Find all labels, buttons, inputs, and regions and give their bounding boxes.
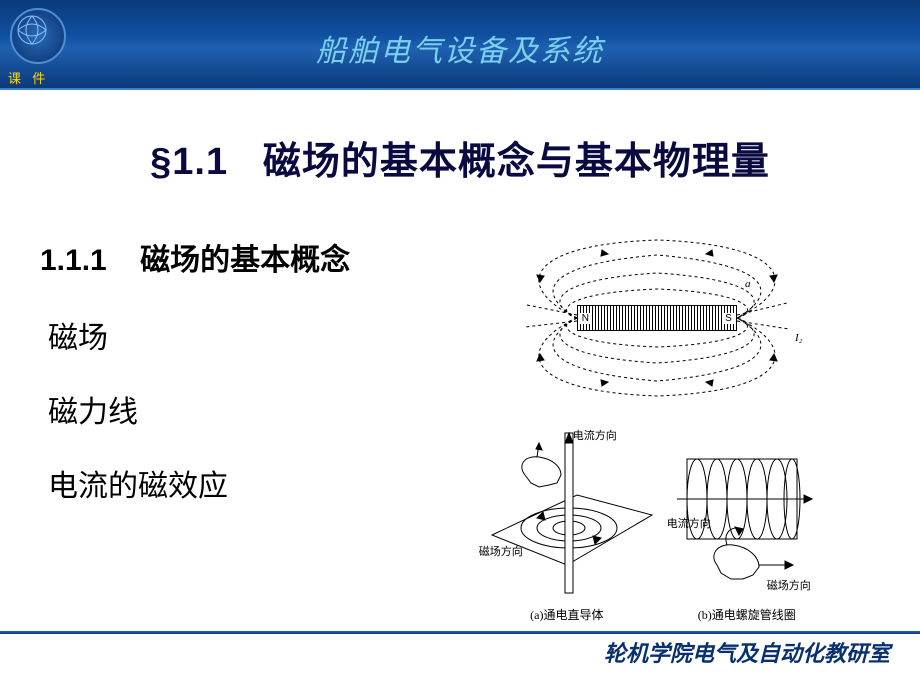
header-title: 船舶电气设备及系统 [316,26,604,70]
institution-logo [10,8,66,64]
label-a: a [745,278,751,290]
section-heading: 磁场的基本概念与基本物理量 [263,141,770,183]
subsection-title: 1.1.1 磁场的基本概念 [40,235,477,279]
header-bar: 课 件 船舶电气设备及系统 [0,0,920,90]
label-current-dir: 电流方向 [667,515,711,531]
label-current-dir: 电流方向 [573,427,617,443]
footer-divider [0,631,920,634]
label-field-dir: 磁场方向 [767,577,811,593]
south-pole: S [723,313,734,324]
caption-a: (a)通电直导体 [477,606,657,623]
slide-content: §1.1 磁场的基本概念与基本物理量 1.1.1 磁场的基本概念 磁场 磁力线 … [0,90,920,635]
subfigure-b: 电流方向 磁场方向 (b)通电螺旋管线圈 [657,415,837,635]
subsection-number: 1.1.1 [40,244,107,277]
subfigure-a: 电流方向 磁场方向 (a)通电直导体 [477,415,657,635]
bullet-item: 磁力线 [48,387,477,431]
caption-b: (b)通电螺旋管线圈 [657,606,837,623]
subsection-heading: 磁场的基本概念 [140,244,350,277]
label-i2: I₂ [794,332,803,344]
figure-column: a I₂ N S [477,235,880,635]
bullet-item: 电流的磁效应 [48,461,477,505]
bar-magnet: N S [577,305,737,331]
footer-text: 轮机学院电气及自动化教研室 [604,636,890,668]
north-pole: N [580,313,591,324]
figure-right-hand-rule: 电流方向 磁场方向 (a)通电直导体 [477,415,837,635]
text-column: 1.1.1 磁场的基本概念 磁场 磁力线 电流的磁效应 [40,235,477,635]
bullet-item: 磁场 [48,313,477,357]
section-title: §1.1 磁场的基本概念与基本物理量 [40,130,880,185]
course-label: 课 件 [8,68,49,87]
label-field-dir: 磁场方向 [479,543,523,559]
figure-bar-magnet: a I₂ N S [477,235,837,405]
section-number: §1.1 [150,141,228,183]
